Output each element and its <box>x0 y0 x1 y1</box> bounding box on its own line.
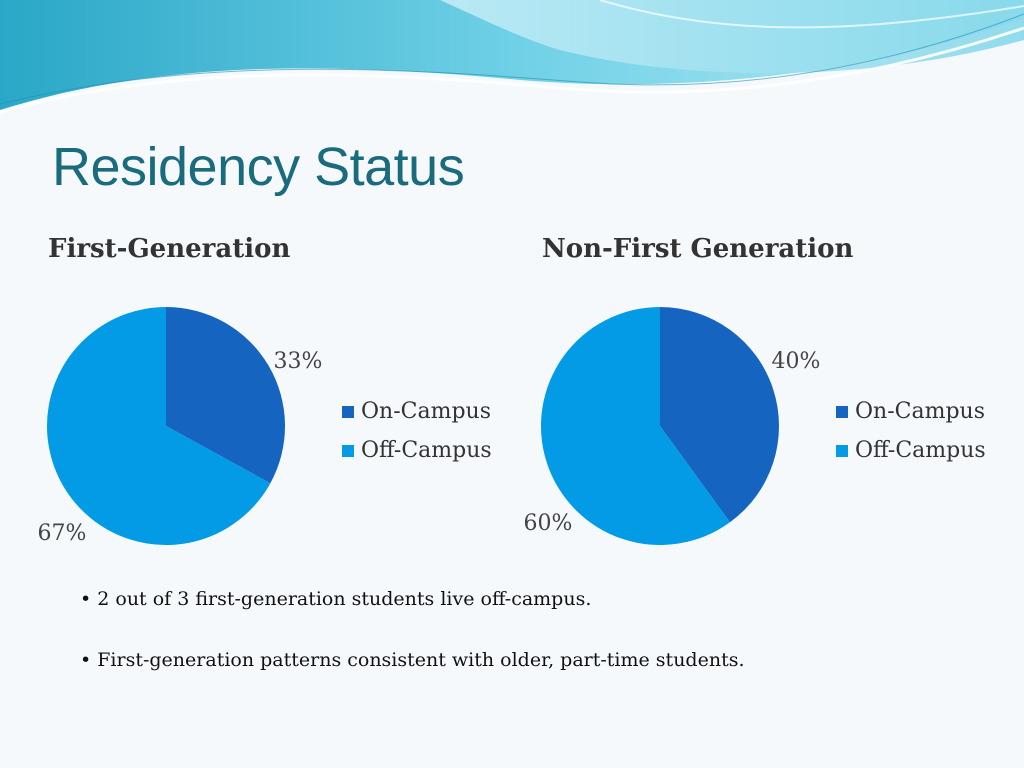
pie-slice-off-campus <box>541 307 730 545</box>
legend-item-on-campus: On-Campus <box>342 392 492 431</box>
data-label-off-campus: 60% <box>524 511 573 536</box>
off-campus-swatch <box>342 444 354 457</box>
legend-label: Off-Campus <box>361 438 492 463</box>
bullet-list: • 2 out of 3 first-generation students l… <box>80 588 745 710</box>
legend-item-off-campus: Off-Campus <box>836 431 986 470</box>
chart-1-pie <box>47 307 286 545</box>
on-campus-swatch <box>342 405 354 418</box>
legend-item-off-campus: Off-Campus <box>342 431 492 470</box>
data-label-on-campus: 40% <box>772 349 821 374</box>
chart-2-pie <box>541 307 779 545</box>
on-campus-swatch <box>836 405 848 418</box>
header-wave-decoration <box>0 0 1024 114</box>
off-campus-swatch <box>836 444 848 457</box>
chart-1-legend: On-Campus Off-Campus <box>342 392 492 470</box>
pie-slice-off-campus <box>47 307 271 545</box>
chart-1-title: First-Generation <box>48 234 291 264</box>
bullet-item: • 2 out of 3 first-generation students l… <box>80 588 592 610</box>
legend-label: On-Campus <box>855 399 985 424</box>
chart-2-title: Non-First Generation <box>542 234 854 264</box>
slide-title: Residency Status <box>52 137 465 197</box>
data-label-off-campus: 67% <box>38 521 87 546</box>
legend-item-on-campus: On-Campus <box>836 392 986 431</box>
chart-2-legend: On-Campus Off-Campus <box>836 392 986 470</box>
legend-label: Off-Campus <box>855 438 986 463</box>
bullet-item: • First-generation patterns consistent w… <box>80 649 745 671</box>
pie-slice-on-campus <box>166 307 286 484</box>
legend-label: On-Campus <box>361 399 491 424</box>
data-label-on-campus: 33% <box>274 349 323 374</box>
pie-slice-on-campus <box>660 307 779 523</box>
